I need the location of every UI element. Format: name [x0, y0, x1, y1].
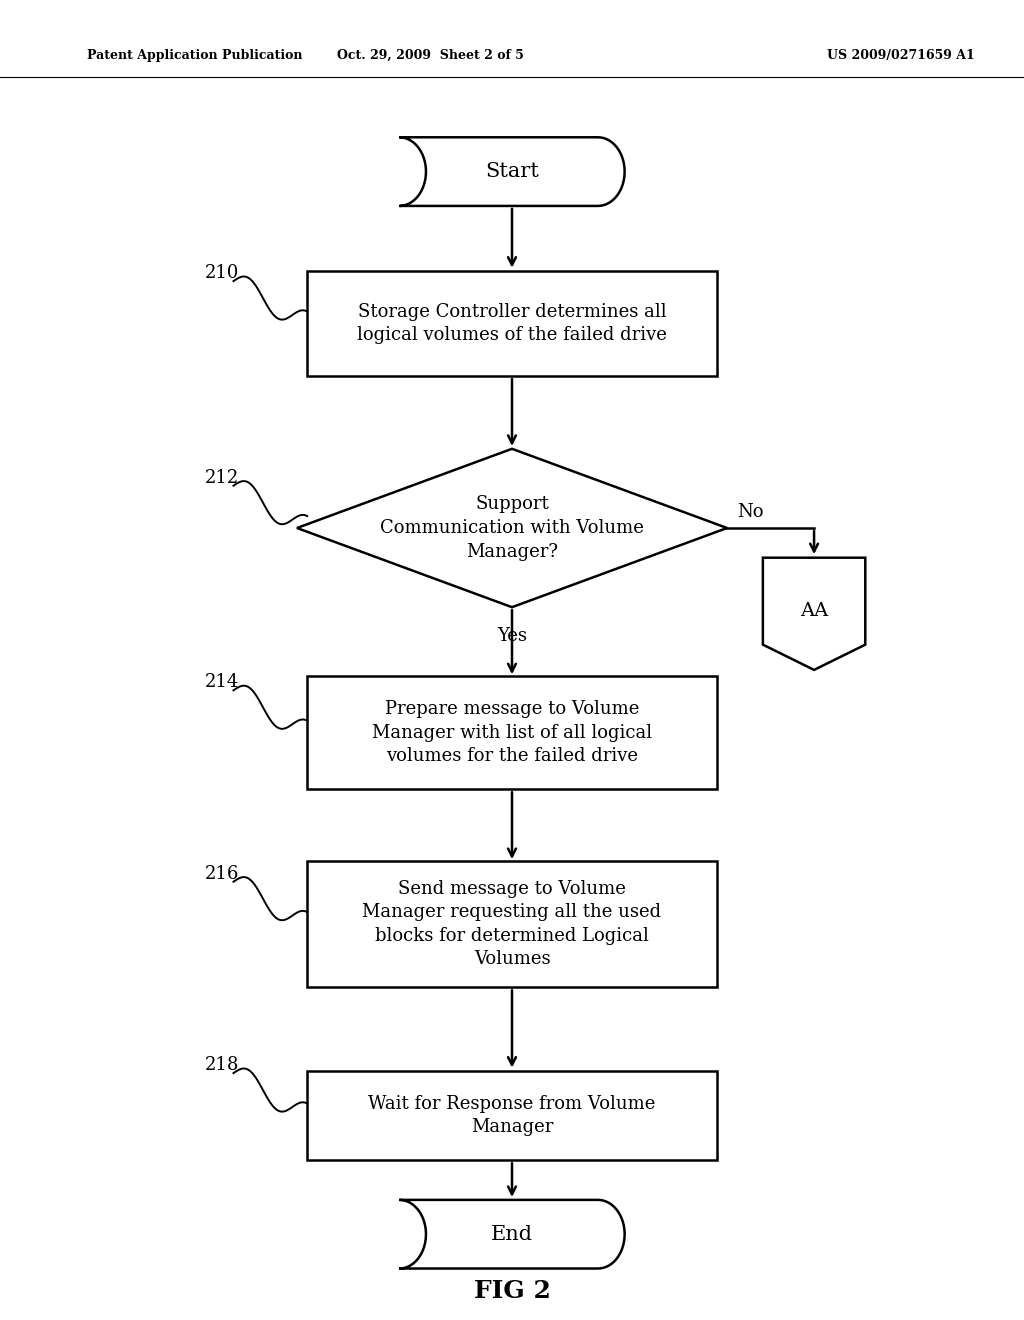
- PathPatch shape: [399, 137, 625, 206]
- Text: End: End: [490, 1225, 534, 1243]
- Text: FIG 2: FIG 2: [473, 1279, 551, 1303]
- Text: AA: AA: [800, 602, 828, 620]
- Text: No: No: [737, 503, 764, 521]
- Bar: [307, 1071, 717, 1160]
- Polygon shape: [763, 557, 865, 671]
- Text: 214: 214: [205, 673, 239, 692]
- Text: 212: 212: [205, 469, 239, 487]
- Text: US 2009/0271659 A1: US 2009/0271659 A1: [827, 49, 975, 62]
- Text: Send message to Volume
Manager requesting all the used
blocks for determined Log: Send message to Volume Manager requestin…: [362, 879, 662, 969]
- Text: 210: 210: [205, 264, 240, 282]
- PathPatch shape: [399, 1200, 625, 1269]
- Bar: [307, 271, 717, 376]
- Text: Yes: Yes: [497, 627, 527, 645]
- Text: 216: 216: [205, 865, 240, 883]
- Text: 218: 218: [205, 1056, 240, 1074]
- Text: Oct. 29, 2009  Sheet 2 of 5: Oct. 29, 2009 Sheet 2 of 5: [337, 49, 523, 62]
- Text: Patent Application Publication: Patent Application Publication: [87, 49, 302, 62]
- Text: Support
Communication with Volume
Manager?: Support Communication with Volume Manage…: [380, 495, 644, 561]
- Polygon shape: [297, 449, 727, 607]
- Text: Storage Controller determines all
logical volumes of the failed drive: Storage Controller determines all logica…: [357, 302, 667, 345]
- Text: Wait for Response from Volume
Manager: Wait for Response from Volume Manager: [369, 1094, 655, 1137]
- Bar: [307, 676, 717, 788]
- Bar: [307, 861, 717, 987]
- Text: Prepare message to Volume
Manager with list of all logical
volumes for the faile: Prepare message to Volume Manager with l…: [372, 700, 652, 766]
- Text: Start: Start: [485, 162, 539, 181]
